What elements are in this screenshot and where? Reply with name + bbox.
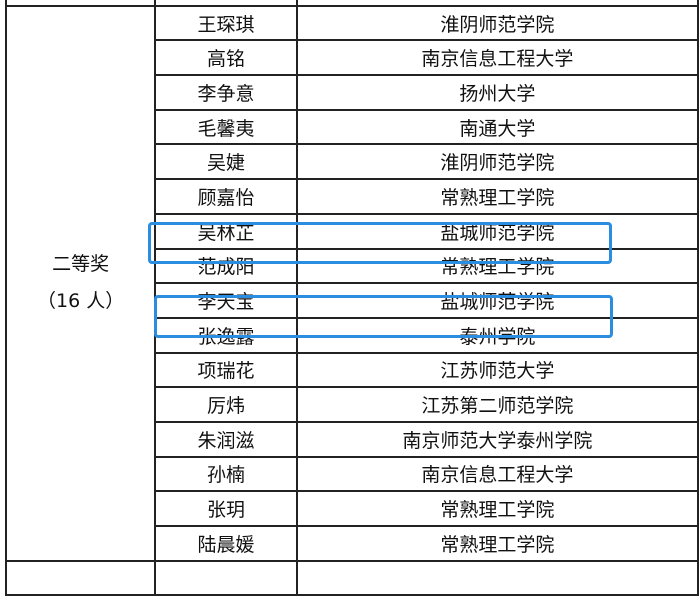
- table-row: 项瑞花 江苏师范大学: [6, 351, 699, 389]
- highlight-box-2: [154, 295, 613, 338]
- name-cell: 厉炜: [154, 386, 298, 423]
- table-row: 厉炜 江苏第二师范学院: [6, 386, 699, 423]
- name-cell: 吴婕: [154, 143, 298, 181]
- name-cell: 朱润滋: [154, 420, 298, 458]
- table-row: 吴林芷 盐城师范学院: [6, 212, 699, 250]
- school-cell: 常熟理工学院: [295, 525, 699, 562]
- school-cell: 扬州大学: [295, 74, 699, 111]
- name-cell: 李争意: [154, 74, 298, 111]
- award-count: （16 人）: [37, 290, 125, 313]
- school-cell: 南京信息工程大学: [295, 39, 699, 77]
- table-row: 吴婕 淮阴师范学院: [6, 143, 699, 181]
- table-row: 范成阳 常熟理工学院: [6, 247, 699, 285]
- highlight-box-1: [148, 222, 612, 264]
- school-cell: 南通大学: [295, 108, 699, 146]
- table-row: 李天宝 盐城师范学院: [6, 282, 699, 319]
- table-row: 张玥 常熟理工学院: [6, 490, 699, 527]
- table-row: 毛馨夷 南通大学: [6, 108, 699, 146]
- table-row: 高铭 南京信息工程大学: [6, 39, 699, 77]
- name-cell: 吴林芷: [154, 212, 298, 250]
- table-row-prev: [4, 0, 699, 7]
- school-cell: 淮阴师范学院: [295, 143, 699, 181]
- table-row: 二等奖 （16 人） 王琛琪 淮阴师范学院: [4, 4, 699, 562]
- school-cell: 盐城师范学院: [295, 212, 699, 250]
- school-cell: 淮阴师范学院: [295, 4, 699, 42]
- table-row-next: [4, 559, 699, 597]
- award-level-cell: 二等奖 （16 人）: [4, 4, 157, 562]
- table-row: 顾嘉怡 常熟理工学院: [6, 178, 699, 215]
- school-cell: 南京师范大学泰州学院: [295, 420, 699, 458]
- name-cell: 毛馨夷: [154, 108, 298, 146]
- school-cell: 南京信息工程大学: [295, 455, 699, 493]
- name-cell: 孙楠: [154, 455, 298, 493]
- school-cell: 江苏师范大学: [295, 351, 699, 389]
- name-cell: 张玥: [154, 490, 298, 527]
- name-cell: 顾嘉怡: [154, 178, 298, 215]
- table-row: 孙楠 南京信息工程大学: [6, 455, 699, 493]
- school-cell: 常熟理工学院: [295, 490, 699, 527]
- award-table: 二等奖 （16 人） 王琛琪 淮阴师范学院 高铭 南京信息工程大学 李争意 扬州大学 毛馨夷 南通…: [4, 0, 699, 597]
- table-row: 朱润滋 南京师范大学泰州学院: [6, 420, 699, 458]
- name-cell: 项瑞花: [154, 351, 298, 389]
- school-cell: 常熟理工学院: [295, 178, 699, 215]
- name-cell: 陆晨媛: [154, 525, 298, 562]
- name-cell: 王琛琪: [154, 4, 298, 42]
- award-level: 二等奖: [52, 253, 110, 276]
- table-row: 陆晨媛 常熟理工学院: [6, 525, 699, 562]
- school-cell: 江苏第二师范学院: [295, 386, 699, 423]
- table-row: 李争意 扬州大学: [6, 74, 699, 111]
- name-cell: 高铭: [154, 39, 298, 77]
